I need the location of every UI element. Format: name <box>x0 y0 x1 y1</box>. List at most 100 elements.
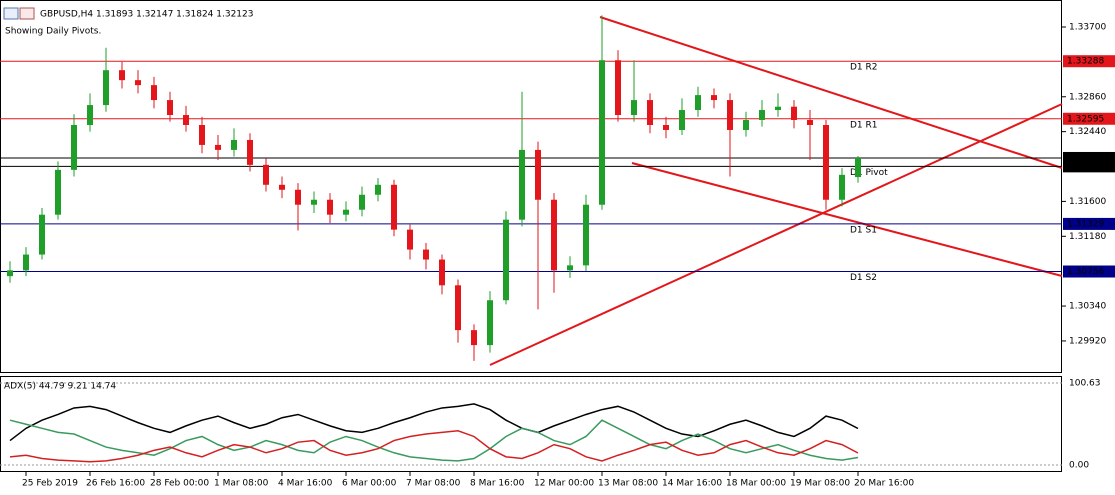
price-box <box>1063 217 1115 230</box>
candle-body <box>679 110 685 130</box>
candle-body <box>311 199 317 205</box>
candle-body <box>823 124 829 200</box>
candle-body <box>87 105 93 125</box>
y-tick-label: 1.32860 <box>1069 92 1106 102</box>
x-tick-label: 18 Mar 00:00 <box>726 479 786 489</box>
candle-body <box>583 204 589 266</box>
x-tick-label: 14 Mar 16:00 <box>662 479 722 489</box>
candle-body <box>359 194 365 210</box>
pivot-label: D1 S1 <box>850 225 877 235</box>
candle-body <box>39 214 45 255</box>
price-box <box>1063 151 1115 164</box>
x-tick-label: 26 Feb 16:00 <box>86 479 145 489</box>
candle-body <box>487 300 493 346</box>
candle-body <box>727 100 733 130</box>
chart-subtitle: Showing Daily Pivots. <box>5 27 101 37</box>
candle-body <box>695 95 701 111</box>
price-box-label: 1.32595 <box>1067 114 1104 124</box>
candle-body <box>839 174 845 200</box>
candle-body <box>791 106 797 121</box>
candle-body <box>23 254 29 271</box>
candle-body <box>631 100 637 116</box>
trend-line <box>599 16 1063 169</box>
candle-body <box>567 265 573 271</box>
candle-body <box>375 184 381 195</box>
candle-body <box>279 184 285 190</box>
candle-body <box>167 100 173 116</box>
x-tick-label: 28 Feb 00:00 <box>150 479 209 489</box>
y-tick-label: 1.31180 <box>1069 232 1106 242</box>
indicator-line <box>9 430 859 463</box>
x-tick-label: 6 Mar 00:00 <box>342 479 397 489</box>
x-tick-label: 12 Mar 00:00 <box>534 479 594 489</box>
candle-body <box>615 60 621 116</box>
y-tick-label: 1.32440 <box>1069 127 1106 137</box>
candle-body <box>183 115 189 125</box>
pivot-label: D1 Pivot <box>850 168 888 178</box>
candle-body <box>407 229 413 250</box>
price-box-label: 1.33288 <box>1067 57 1104 67</box>
candle-body <box>247 139 253 165</box>
candle-body <box>231 139 237 150</box>
candle-body <box>215 144 221 150</box>
x-tick-label: 19 Mar 08:00 <box>790 479 850 489</box>
x-tick-label: 1 Mar 08:00 <box>214 479 269 489</box>
candle-body <box>743 120 749 130</box>
pivot-label: D1 S2 <box>850 273 877 283</box>
candle-body <box>855 157 861 178</box>
y-tick-label: 1.31600 <box>1069 197 1106 207</box>
indicator-title: ADX(5) 44.79 9.21 14.74 <box>4 382 116 392</box>
price-box-label: 1.32022 <box>1067 162 1104 172</box>
symbol-icon <box>3 7 19 20</box>
candle-body <box>343 209 349 215</box>
pivot-label: D1 R1 <box>850 120 878 130</box>
candle-body <box>775 106 781 111</box>
candle-body <box>647 100 653 125</box>
y-tick-label: 1.29920 <box>1069 336 1106 346</box>
candle-body <box>7 270 13 277</box>
pivot-label: D1 R2 <box>850 63 878 73</box>
symbol-icon <box>19 7 35 20</box>
y-tick-label: 1.30340 <box>1069 302 1106 312</box>
candle-body <box>711 95 717 101</box>
price-box-label: 1.31329 <box>1067 219 1104 229</box>
y-tick-label: 1.33700 <box>1069 22 1106 32</box>
candle-body <box>71 124 77 170</box>
x-tick-label: 25 Feb 2019 <box>22 479 78 489</box>
price-box <box>1063 112 1115 125</box>
adx-frame <box>0 376 1062 472</box>
chart-title: GBPUSD,H4 1.31893 1.32147 1.31824 1.3212… <box>40 10 253 20</box>
price-box <box>1063 265 1115 278</box>
candle-body <box>663 124 669 130</box>
candle-body <box>759 110 765 121</box>
indicator-line <box>9 403 859 442</box>
candle-body <box>55 169 61 215</box>
x-tick-label: 4 Mar 16:00 <box>278 479 333 489</box>
candle-body <box>199 124 205 145</box>
candle-body <box>535 149 541 200</box>
candle-body <box>391 184 397 230</box>
x-tick-label: 13 Mar 08:00 <box>598 479 658 489</box>
candle-body <box>327 199 333 215</box>
candle-body <box>503 219 509 301</box>
candle-body <box>263 164 269 185</box>
x-tick-label: 7 Mar 08:00 <box>406 479 461 489</box>
indicator-line <box>9 419 859 462</box>
candle-body <box>295 189 301 205</box>
candle-body <box>807 120 813 125</box>
candle-body <box>455 285 461 331</box>
trend-line <box>489 103 1063 366</box>
candle-body <box>119 70 125 81</box>
candle-body <box>135 80 141 86</box>
price-box-label: 1.30756 <box>1067 267 1104 277</box>
x-tick-label: 20 Mar 16:00 <box>854 479 914 489</box>
candle-body <box>471 330 477 346</box>
price-box <box>1063 55 1115 68</box>
candle-body <box>519 149 525 220</box>
candle-body <box>103 70 109 106</box>
y-tick-label: 100.63 <box>1069 378 1101 388</box>
candle-body <box>551 199 557 271</box>
candle-body <box>439 259 445 286</box>
